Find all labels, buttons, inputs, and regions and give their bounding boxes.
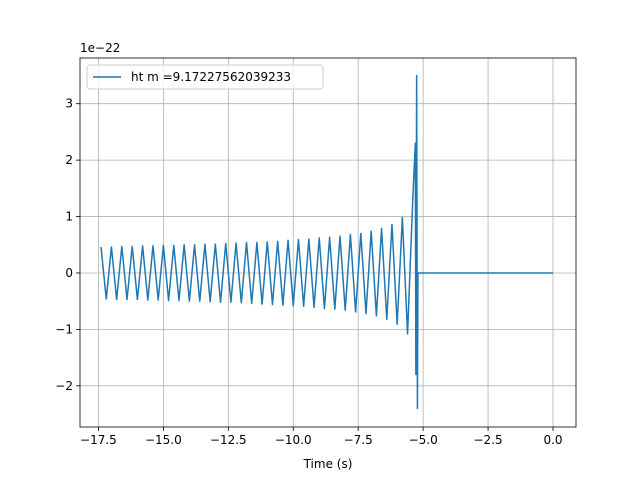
axes-frame (79, 57, 577, 428)
legend-label: ht m =9.17227562039233 (131, 70, 291, 84)
y-tick-label: −1 (55, 322, 73, 336)
x-tick-label: −12.5 (210, 433, 247, 447)
y-tick-label: 0 (65, 266, 73, 280)
x-axis-label: Time (s) (303, 457, 353, 471)
y-tick-label: 2 (65, 153, 73, 167)
x-tick-label: −7.5 (344, 433, 373, 447)
x-tick-label: −10.0 (275, 433, 312, 447)
y-tick-label: 3 (65, 97, 73, 111)
x-tick-label: −2.5 (474, 433, 503, 447)
data-line (100, 74, 554, 410)
x-tick-label: −5.0 (409, 433, 438, 447)
legend-box (86, 64, 324, 90)
y-tick-label: −2 (55, 379, 73, 393)
y-tick-label: 1 (65, 210, 73, 224)
x-tick-label: −15.0 (145, 433, 182, 447)
y-offset-text: 1e−22 (80, 41, 120, 55)
legend: ht m =9.17227562039233 (86, 64, 324, 90)
x-tick-label: −17.5 (80, 433, 117, 447)
x-tick-label: 0.0 (543, 433, 562, 447)
